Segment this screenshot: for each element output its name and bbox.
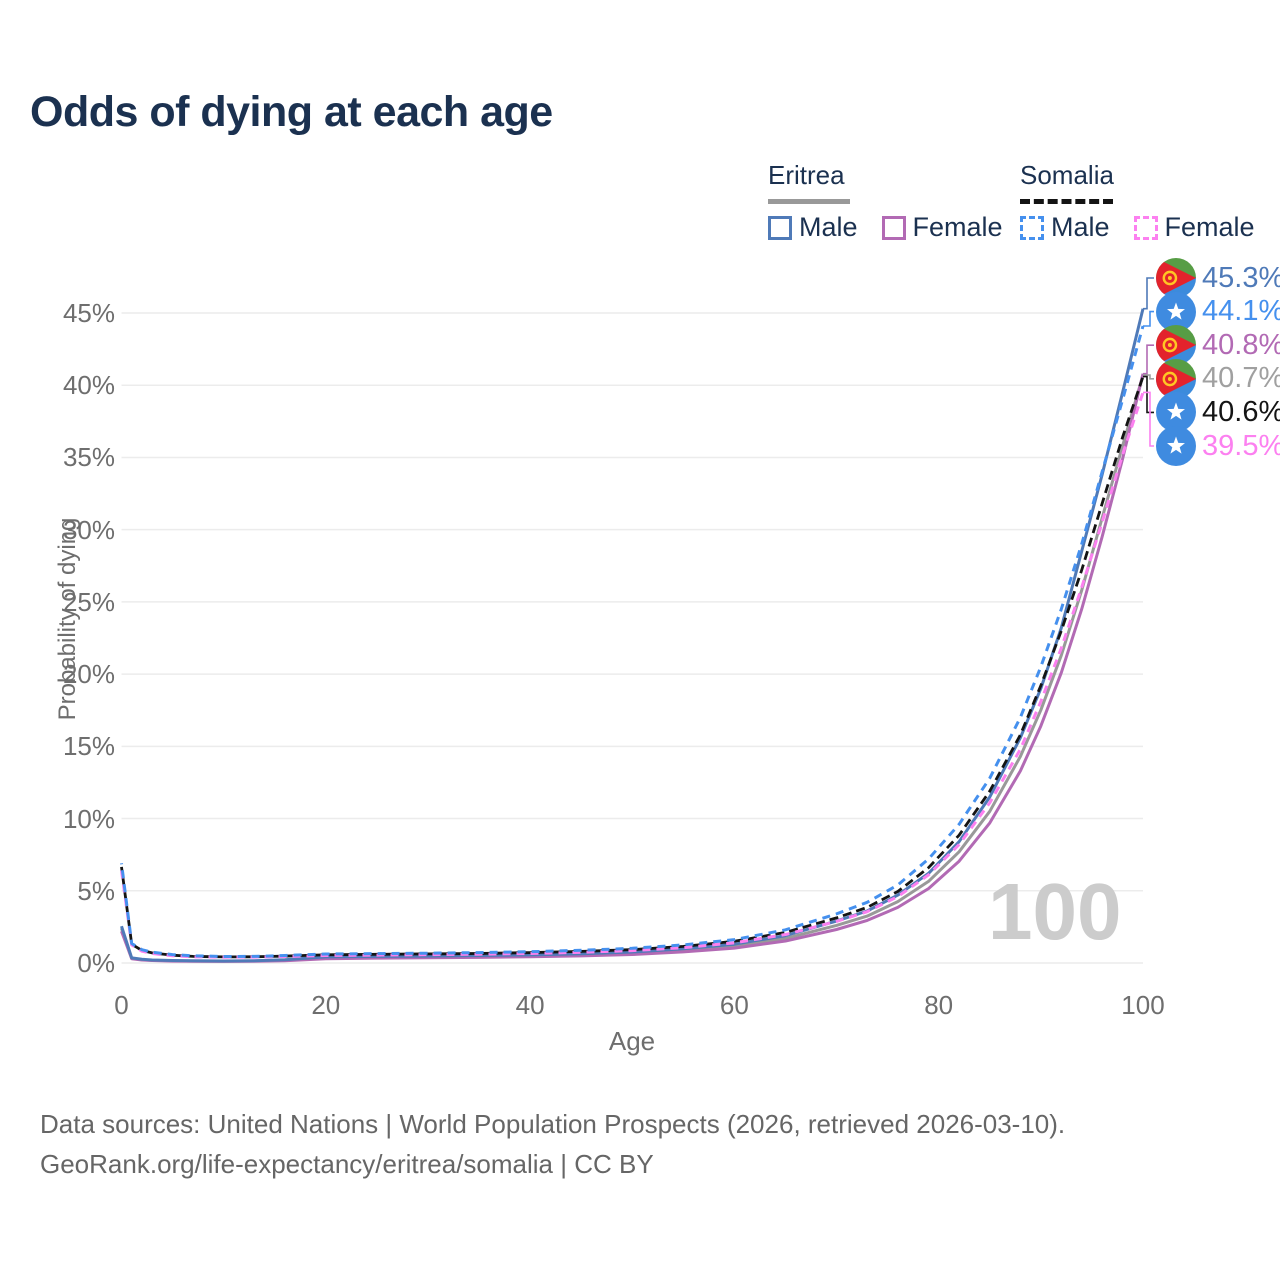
legend-country-eritrea: Eritrea bbox=[768, 160, 845, 190]
eritrea-flag-icon bbox=[1156, 258, 1196, 298]
hover-age-watermark: 100 bbox=[988, 867, 1122, 956]
x-tick-label-20: 20 bbox=[311, 990, 341, 1020]
leader-line-eritrea_female bbox=[1143, 344, 1154, 375]
leader-line-eritrea_male bbox=[1143, 277, 1154, 310]
legend-swatch-eritrea-female[interactable] bbox=[881, 215, 906, 240]
legend-label-eritrea-male[interactable]: Male bbox=[799, 212, 858, 242]
y-tick-label-15pct: 15% bbox=[62, 731, 115, 762]
end-label-value-eritrea_male: 45.3% bbox=[1202, 261, 1280, 294]
footer-line-sources: Data sources: United Nations | World Pop… bbox=[40, 1109, 1066, 1139]
end-label-value-somalia_female: 39.5% bbox=[1202, 429, 1280, 462]
somalia-flag-icon bbox=[1156, 392, 1196, 433]
end-label-eritrea_female: 40.8% bbox=[1156, 325, 1280, 366]
y-tick-label-25pct: 25% bbox=[62, 586, 115, 617]
legend-underline-somalia-dashed bbox=[1020, 199, 1113, 204]
legend-swatch-somalia-male[interactable] bbox=[1020, 215, 1044, 240]
series-line-somalia_male[interactable] bbox=[120, 325, 1145, 958]
x-tick-label-60: 60 bbox=[719, 990, 749, 1020]
end-label-somalia_all: 40.6% bbox=[1156, 392, 1280, 433]
legend-swatch-somalia-female[interactable] bbox=[1133, 215, 1158, 240]
end-label-eritrea_male: 45.3% bbox=[1156, 258, 1280, 298]
page-title: Odds of dying at each age bbox=[30, 88, 553, 136]
y-tick-label-45pct: 45% bbox=[62, 298, 115, 328]
series-line-eritrea_male[interactable] bbox=[120, 308, 1145, 963]
legend-label-eritrea-female[interactable]: Female bbox=[912, 212, 1003, 242]
y-tick-label-10pct: 10% bbox=[62, 803, 115, 834]
end-label-eritrea_all: 40.7% bbox=[1156, 358, 1280, 399]
y-tick-label-40pct: 40% bbox=[62, 370, 115, 401]
legend-underline-eritrea-solid bbox=[768, 199, 850, 204]
x-axis-title: Age bbox=[608, 1026, 656, 1056]
leader-line-somalia_female bbox=[1143, 391, 1154, 447]
x-tick-label-40: 40 bbox=[515, 990, 545, 1020]
y-tick-label-30pct: 30% bbox=[62, 514, 115, 545]
leader-line-somalia_all bbox=[1143, 375, 1154, 414]
leader-line-eritrea_all bbox=[1143, 374, 1154, 380]
legend-group-somalia: Somalia Male Female bbox=[1020, 160, 1255, 243]
eritrea-flag-icon bbox=[1156, 358, 1196, 399]
x-tick-label-100: 100 bbox=[1121, 990, 1165, 1020]
legend-country-somalia: Somalia bbox=[1020, 160, 1114, 190]
somalia-flag-icon bbox=[1156, 426, 1196, 466]
y-tick-label-0pct: 0% bbox=[77, 948, 115, 978]
end-label-somalia_female: 39.5% bbox=[1156, 426, 1280, 466]
y-tick-label-5pct: 5% bbox=[77, 875, 115, 906]
end-label-value-somalia_male: 44.1% bbox=[1202, 295, 1280, 328]
x-tick-label-80: 80 bbox=[924, 990, 954, 1020]
y-tick-label-20pct: 20% bbox=[62, 659, 115, 690]
footer-line-url[interactable]: GeoRank.org/life-expectancy/eritrea/soma… bbox=[40, 1149, 654, 1179]
legend-swatch-eritrea-male[interactable] bbox=[768, 215, 792, 240]
legend-group-eritrea: Eritrea Male Female bbox=[768, 160, 1003, 243]
leader-line-somalia_male bbox=[1143, 310, 1154, 327]
end-label-value-eritrea_female: 40.8% bbox=[1202, 328, 1280, 361]
legend-label-somalia-male[interactable]: Male bbox=[1051, 212, 1110, 242]
footer-attribution: Data sources: United Nations | World Pop… bbox=[40, 1104, 1065, 1184]
y-tick-label-35pct: 35% bbox=[62, 442, 115, 473]
end-label-value-somalia_all: 40.6% bbox=[1202, 395, 1280, 428]
x-tick-label-0: 0 bbox=[114, 990, 129, 1020]
end-label-somalia_male: 44.1% bbox=[1156, 291, 1280, 332]
end-label-value-eritrea_all: 40.7% bbox=[1202, 362, 1280, 395]
somalia-flag-icon bbox=[1156, 291, 1196, 332]
eritrea-flag-icon bbox=[1156, 325, 1196, 366]
legend-label-somalia-female[interactable]: Female bbox=[1164, 212, 1255, 242]
